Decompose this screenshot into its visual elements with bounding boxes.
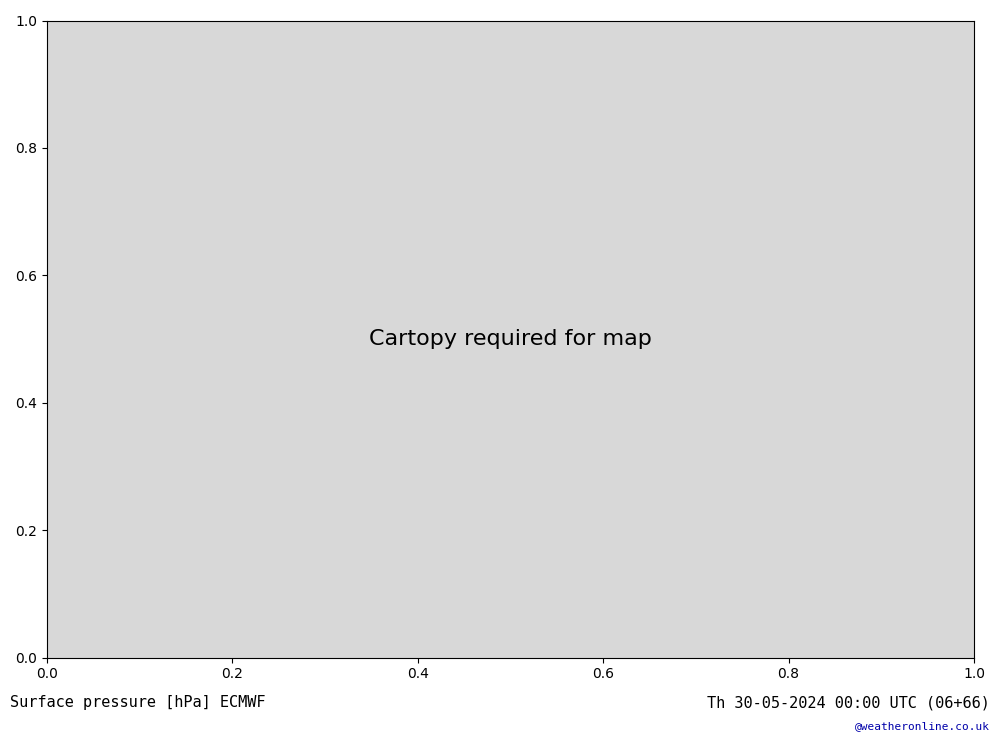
Text: @weatheronline.co.uk: @weatheronline.co.uk	[855, 721, 990, 732]
Text: Surface pressure [hPa] ECMWF: Surface pressure [hPa] ECMWF	[10, 696, 266, 710]
Text: Th 30-05-2024 00:00 UTC (06+66): Th 30-05-2024 00:00 UTC (06+66)	[707, 696, 990, 710]
Text: Cartopy required for map: Cartopy required for map	[369, 329, 652, 349]
